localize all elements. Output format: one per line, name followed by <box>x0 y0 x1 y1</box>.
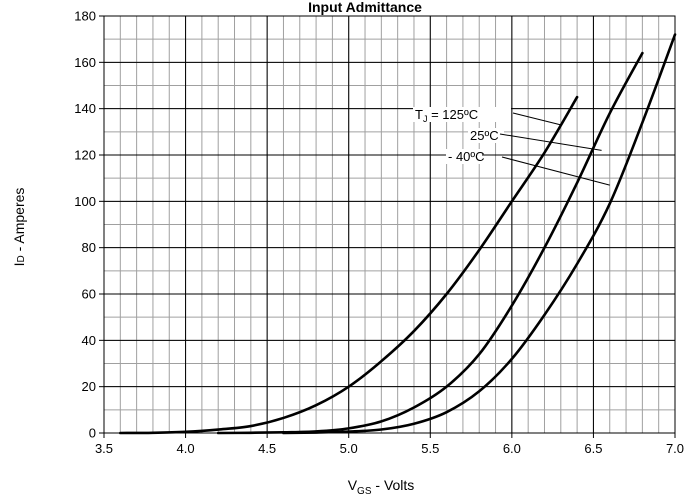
y-tick-label: 180 <box>74 9 96 24</box>
annotation-label-2: - 40ºC <box>448 149 485 164</box>
series-lines <box>119 33 677 435</box>
x-tick-label: 4.0 <box>177 441 195 456</box>
y-tick-label: 60 <box>82 287 96 302</box>
y-tick-labels: 0 20 40 60 80 100 120 140 160 180 <box>74 9 104 441</box>
annotation-background <box>446 149 482 164</box>
y-tick-label: 120 <box>74 148 96 163</box>
x-axis-title-main: V <box>348 477 358 493</box>
x-tick-label: 5.5 <box>421 441 439 456</box>
y-tick-label: 0 <box>89 426 96 441</box>
annotation-leader-line <box>512 112 561 126</box>
y-axis-title-subscript: D <box>16 255 27 262</box>
series-line-2 <box>282 33 677 435</box>
minor-grid <box>103 15 676 434</box>
annotation-label-1: 25ºC <box>470 128 499 143</box>
series-line-0 <box>119 95 579 435</box>
annotation-label-0: TJ = 125ºC <box>415 107 478 124</box>
annotation-background <box>468 128 504 143</box>
x-tick-label: 7.0 <box>666 441 684 456</box>
series-annotations: TJ = 125ºC 25ºC - 40ºC <box>413 107 610 186</box>
y-tick-label: 20 <box>82 379 96 394</box>
annotation-background <box>413 107 511 122</box>
y-tick-label: 80 <box>82 240 96 255</box>
plot-frame <box>103 15 676 434</box>
annotation-leader-line <box>499 133 602 151</box>
y-tick-label: 160 <box>74 55 96 70</box>
x-axis-title: VGS - Volts <box>348 477 415 495</box>
x-tick-labels: 3.5 4.0 4.5 5.0 5.5 6.0 6.5 7.0 <box>95 433 684 456</box>
y-axis-title: ID - Amperes <box>11 188 27 267</box>
y-tick-label: 140 <box>74 101 96 116</box>
x-tick-label: 4.5 <box>258 441 276 456</box>
x-axis-title-subscript: GS <box>357 486 372 495</box>
y-tick-label: 40 <box>82 333 96 348</box>
x-axis-title-rest: - Volts <box>372 477 415 493</box>
x-tick-label: 6.5 <box>584 441 602 456</box>
x-tick-label: 6.0 <box>503 441 521 456</box>
y-axis-title-main: I <box>11 263 27 267</box>
x-tick-label: 3.5 <box>95 441 113 456</box>
x-tick-label: 5.0 <box>340 441 358 456</box>
chart-title: Input Admittance <box>308 0 422 15</box>
y-tick-label: 100 <box>74 194 96 209</box>
annotation-leader-line <box>501 156 610 186</box>
y-axis-title-rest: - Amperes <box>11 188 27 256</box>
